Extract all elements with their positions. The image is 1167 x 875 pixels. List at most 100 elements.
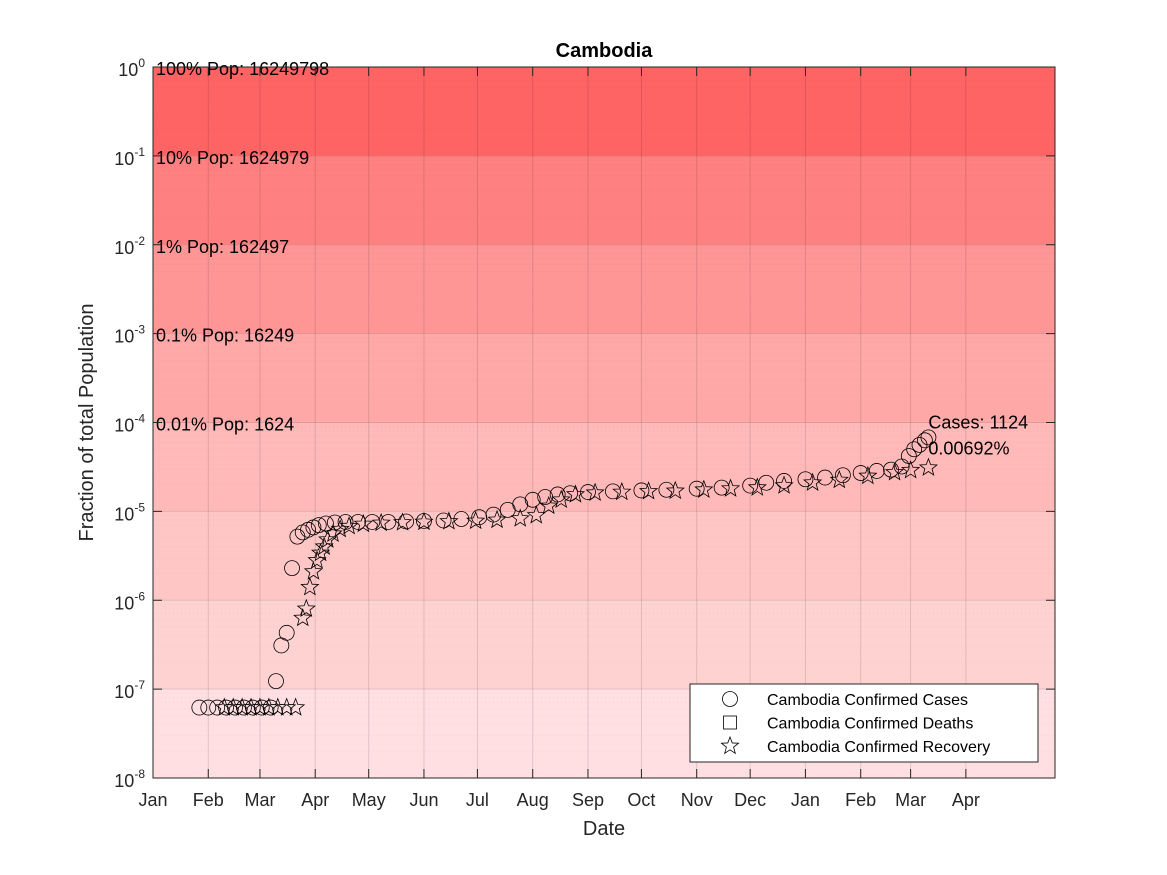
series-0-point-37 — [605, 483, 621, 500]
y-tick-base: 10 — [114, 593, 134, 613]
y-tick-label-1: 10-1 — [114, 145, 145, 169]
series-0-point-11 — [278, 624, 295, 641]
series-2-point-21 — [371, 512, 391, 532]
population-band-5 — [153, 511, 1055, 601]
series-0-point-32 — [524, 491, 541, 508]
x-tick-label-13: Feb — [845, 790, 876, 810]
x-tick-label-6: Jul — [466, 790, 489, 810]
series-2-point-30 — [551, 489, 571, 508]
x-tick-label-0: Jan — [138, 790, 167, 810]
population-band-2 — [153, 244, 1055, 334]
series-2-point-10 — [296, 598, 316, 618]
series-2-point-9 — [293, 607, 313, 627]
band-label-4: 0.01% Pop: 1624 — [156, 415, 294, 435]
y-tick-label-6: 10-6 — [114, 589, 145, 613]
series-0-point-1 — [200, 699, 217, 716]
series-0-point-22 — [364, 514, 381, 530]
data-series — [191, 429, 939, 716]
series-2-point-32 — [585, 482, 605, 501]
series-2-point-39 — [774, 475, 794, 494]
series-2-point-38 — [747, 477, 767, 496]
y-tick-label-2: 10-2 — [114, 234, 145, 258]
series-2-point-33 — [612, 481, 632, 501]
band-label-1: 10% Pop: 1624979 — [156, 148, 309, 168]
series-2-point-42 — [858, 465, 878, 485]
y-tick-exponent: -8 — [134, 767, 145, 781]
series-0-point-42 — [742, 477, 759, 494]
series-2-point-26 — [487, 509, 507, 529]
series-2-point-13 — [307, 550, 327, 569]
y-tick-exponent: -4 — [134, 412, 145, 426]
series-2-point-36 — [694, 479, 714, 498]
y-tick-label-7: 10-7 — [114, 678, 145, 702]
series-2-point-15 — [314, 536, 334, 555]
series-0-point-36 — [580, 484, 596, 500]
latest-cases-annotation: Cases: 1124 0.00692% — [928, 413, 1028, 459]
legend-marker-1 — [723, 715, 737, 730]
annotation-line-1: 0.00692% — [928, 439, 1009, 459]
y-tick-exponent: -6 — [134, 589, 145, 603]
x-tick-label-7: Aug — [517, 790, 549, 810]
series-0-point-41 — [713, 479, 730, 496]
series-2-point-44 — [900, 460, 921, 479]
population-band-labels: 100% Pop: 16249798 10% Pop: 1624979 1% Pop… — [156, 59, 329, 435]
y-tick-label-0: 100 — [118, 56, 145, 80]
series-2-point-8 — [285, 697, 306, 716]
series-0-point-40 — [688, 480, 705, 497]
series-2-point-40 — [802, 472, 823, 491]
y-tick-exponent: -7 — [134, 678, 145, 692]
band-label-2: 1% Pop: 162497 — [156, 237, 289, 257]
x-tick-label-15: Apr — [952, 790, 980, 810]
y-tick-base: 10 — [114, 416, 134, 436]
series-2-point-19 — [339, 516, 359, 535]
series-2-point-20 — [353, 513, 373, 533]
band-label-0: 100% Pop: 16249798 — [156, 59, 329, 79]
x-tick-label-5: Jun — [409, 790, 438, 810]
y-tick-base: 10 — [114, 238, 134, 258]
y-tick-base: 10 — [118, 60, 138, 80]
x-tick-label-11: Dec — [734, 790, 766, 810]
series-0-point-48 — [852, 465, 869, 481]
series-0-point-23 — [380, 514, 397, 530]
series-2-point-12 — [303, 561, 324, 580]
series-2-point-35 — [665, 480, 685, 500]
y-tick-exponent: 0 — [138, 56, 145, 70]
y-tick-base: 10 — [114, 327, 134, 347]
series-0 — [191, 429, 937, 716]
grid-lines — [152, 66, 1055, 779]
series-2-point-25 — [466, 510, 486, 530]
series-0-point-12 — [284, 560, 300, 577]
series-2-point-23 — [414, 511, 434, 531]
series-0-point-52 — [900, 448, 917, 464]
x-tick-label-4: May — [352, 790, 386, 810]
population-bands — [153, 67, 1055, 778]
series-2-point-43 — [884, 462, 905, 481]
series-2-point-17 — [323, 523, 343, 542]
y-axis-label: Fraction of total Population — [76, 304, 98, 542]
x-tick-label-9: Oct — [627, 790, 655, 810]
series-2-point-16 — [318, 529, 338, 548]
chart-title: Cambodia — [556, 40, 654, 62]
series-2-point-14 — [310, 542, 331, 562]
series-2-point-11 — [300, 577, 320, 596]
x-tick-label-10: Nov — [681, 790, 713, 810]
y-tick-base: 10 — [114, 682, 134, 702]
legend-box — [689, 683, 1039, 763]
y-tick-label-8: 10-8 — [114, 767, 145, 791]
series-0-point-55 — [916, 432, 933, 449]
annotation-line-0: Cases: 1124 — [928, 413, 1028, 433]
population-band-1 — [153, 155, 1055, 245]
series-0-point-9 — [268, 673, 284, 690]
series-0-point-39 — [658, 481, 675, 498]
series-2-point-45 — [918, 457, 939, 476]
y-tick-base: 10 — [114, 771, 134, 791]
legend-marker-2 — [720, 735, 740, 755]
legend-label-2: Cambodia Confirmed Recovery — [767, 739, 990, 756]
series-2-point-41 — [829, 469, 849, 489]
population-band-4 — [153, 422, 1055, 512]
series-0-point-0 — [191, 699, 208, 716]
series-0-point-17 — [310, 517, 327, 534]
y-tick-label-3: 10-3 — [114, 323, 145, 347]
y-tick-exponent: -5 — [134, 500, 145, 514]
